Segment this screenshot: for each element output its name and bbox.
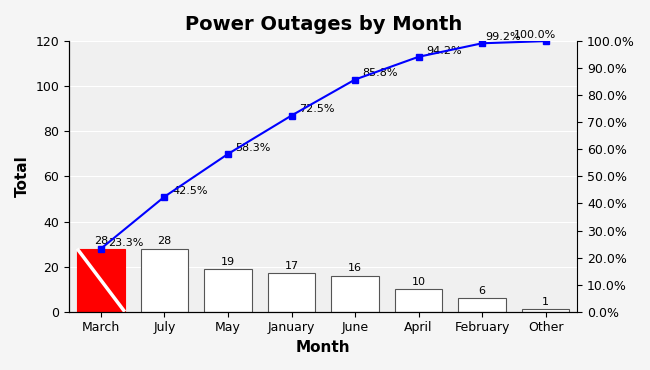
Bar — [204, 269, 252, 312]
Text: 17: 17 — [285, 261, 298, 271]
Y-axis label: Total: Total — [15, 155, 30, 197]
Text: 6: 6 — [478, 286, 486, 296]
Text: 85.8%: 85.8% — [363, 68, 398, 78]
Bar — [522, 309, 569, 312]
Bar — [140, 249, 188, 312]
Text: 28: 28 — [94, 236, 108, 246]
Text: 94.2%: 94.2% — [426, 46, 462, 56]
Text: 19: 19 — [221, 257, 235, 267]
Text: 42.5%: 42.5% — [172, 186, 207, 196]
Title: Power Outages by Month: Power Outages by Month — [185, 15, 462, 34]
Text: 72.5%: 72.5% — [299, 104, 335, 114]
Bar — [77, 249, 125, 312]
Text: 1: 1 — [542, 297, 549, 307]
Bar — [332, 276, 379, 312]
Text: 100.0%: 100.0% — [514, 30, 556, 40]
Text: 16: 16 — [348, 263, 362, 273]
Text: 99.2%: 99.2% — [486, 32, 521, 42]
Text: 10: 10 — [411, 277, 426, 287]
Bar — [458, 298, 506, 312]
X-axis label: Month: Month — [296, 340, 350, 355]
Bar — [268, 273, 315, 312]
Text: 23.3%: 23.3% — [109, 238, 144, 248]
Text: 28: 28 — [157, 236, 172, 246]
Text: 58.3%: 58.3% — [235, 143, 271, 153]
Bar — [395, 289, 443, 312]
